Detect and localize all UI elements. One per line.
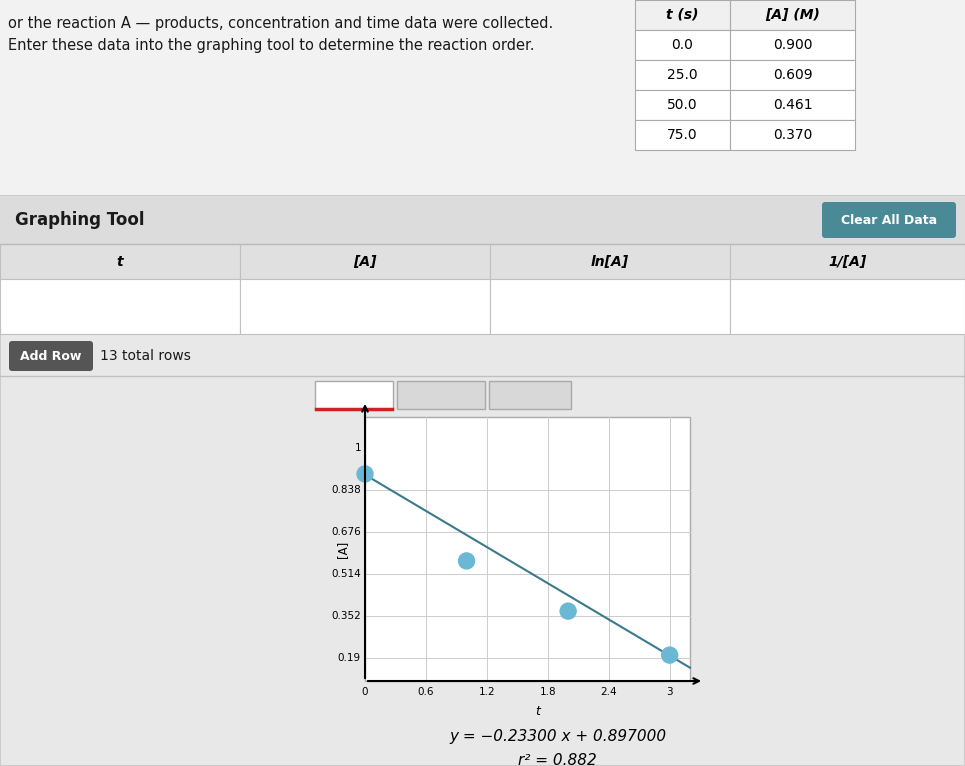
Text: 0.370: 0.370 [773, 128, 813, 142]
Circle shape [458, 553, 475, 569]
Bar [0, 196, 965, 244]
Text: 75.0: 75.0 [667, 128, 698, 142]
Text: 25.0: 25.0 [667, 68, 698, 82]
Bar [730, 279, 965, 334]
Text: 0: 0 [362, 687, 369, 697]
FancyBboxPatch shape [9, 341, 93, 371]
FancyBboxPatch shape [822, 202, 956, 238]
Text: t: t [117, 254, 124, 269]
Text: 0.461: 0.461 [773, 98, 813, 112]
Bar [240, 244, 490, 279]
Text: 0.514: 0.514 [331, 569, 361, 579]
Bar [0, 279, 240, 334]
Bar [489, 381, 571, 409]
Bar [315, 381, 393, 409]
Bar [730, 0, 855, 30]
Bar [635, 0, 730, 30]
Text: 0.609: 0.609 [773, 68, 813, 82]
Bar [635, 30, 730, 60]
Text: [A] (M): [A] (M) [765, 8, 820, 22]
Text: t: t [535, 705, 540, 718]
Text: [A] vs. t: [A] vs. t [327, 388, 380, 401]
Text: ln[A] vs. t: ln[A] vs. t [412, 388, 470, 401]
Text: 3: 3 [667, 687, 673, 697]
Text: 1: 1 [354, 443, 361, 453]
Text: y = −0.23300 x + 0.897000: y = −0.23300 x + 0.897000 [449, 729, 666, 744]
Bar [730, 90, 855, 120]
Circle shape [560, 603, 576, 619]
Text: 0.0: 0.0 [672, 38, 694, 52]
Bar [635, 120, 730, 150]
Text: [A]: [A] [337, 540, 349, 558]
Bar [490, 279, 730, 334]
Bar [0, 244, 240, 279]
Text: 1.8: 1.8 [539, 687, 556, 697]
Bar [635, 60, 730, 90]
Text: [A]: [A] [353, 254, 376, 269]
Text: r² = 0.882: r² = 0.882 [518, 753, 597, 766]
Text: ln[A]: ln[A] [591, 254, 629, 269]
Bar [490, 244, 730, 279]
Text: Add Row: Add Row [20, 349, 82, 362]
Text: Enter these data into the graphing tool to determine the reaction order.: Enter these data into the graphing tool … [8, 38, 535, 53]
Text: Graphing Tool: Graphing Tool [15, 211, 145, 229]
Text: 0.352: 0.352 [331, 611, 361, 620]
Text: t (s): t (s) [666, 8, 699, 22]
Bar [730, 244, 965, 279]
Circle shape [662, 647, 677, 663]
Text: 0.838: 0.838 [331, 485, 361, 495]
Text: 0.900: 0.900 [773, 38, 813, 52]
Text: 1/[A]: 1/[A] [828, 254, 867, 269]
Text: 2.4: 2.4 [600, 687, 617, 697]
Bar [730, 120, 855, 150]
Text: 0.6: 0.6 [418, 687, 434, 697]
Text: 1.2: 1.2 [479, 687, 495, 697]
Text: 50.0: 50.0 [667, 98, 698, 112]
Bar [635, 90, 730, 120]
Bar [240, 279, 490, 334]
Bar [730, 30, 855, 60]
Bar [0, 0, 965, 200]
Bar [397, 381, 485, 409]
Circle shape [357, 466, 373, 482]
Text: 0.19: 0.19 [338, 653, 361, 663]
Bar [730, 60, 855, 90]
Text: 13 total rows: 13 total rows [100, 349, 191, 363]
Text: Clear All Data: Clear All Data [841, 214, 937, 227]
Bar [0, 196, 965, 766]
Text: 1/[A] vs. t: 1/[A] vs. t [501, 388, 559, 401]
Text: or the reaction A — products, concentration and time data were collected.: or the reaction A — products, concentrat… [8, 16, 553, 31]
Bar [365, 417, 690, 681]
Text: 0.676: 0.676 [331, 527, 361, 537]
